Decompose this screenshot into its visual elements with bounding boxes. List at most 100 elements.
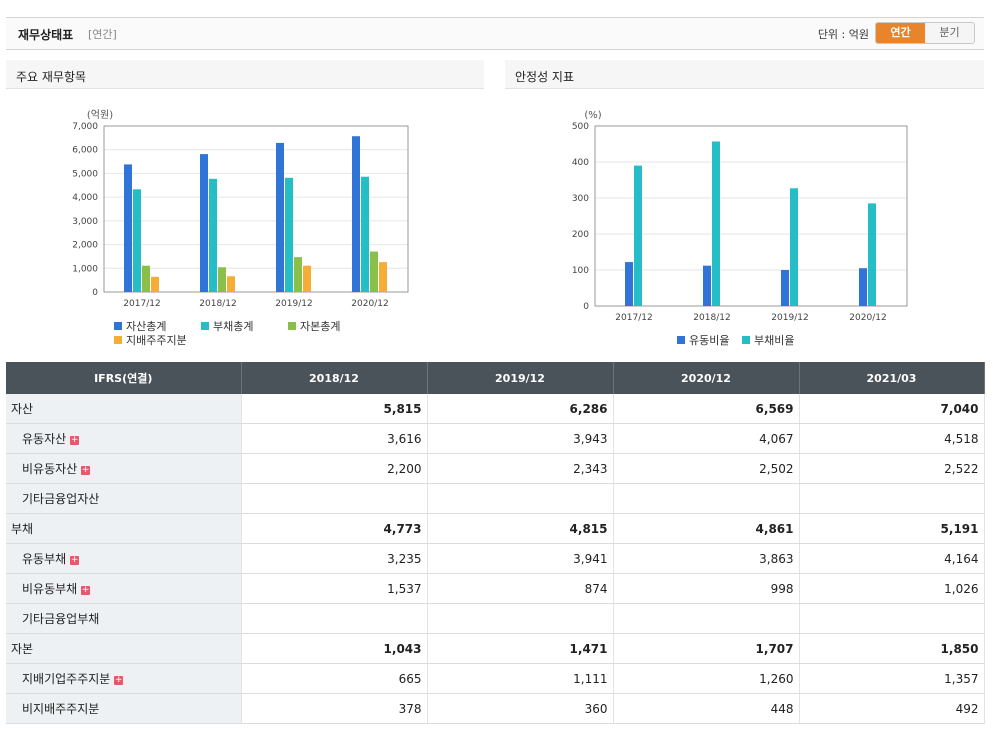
bar-1: [703, 265, 711, 306]
bar-2: [868, 203, 876, 306]
table-row: 유동부채 + 3,235 3,941 3,863 4,164: [6, 543, 985, 574]
expand-icon[interactable]: +: [81, 465, 91, 475]
cell-value: [427, 483, 614, 514]
legend-swatch: [114, 336, 122, 344]
bar-1: [276, 142, 284, 292]
bar-3: [218, 267, 226, 292]
legend-swatch: [288, 322, 296, 330]
cell-value: 1,026: [799, 573, 985, 604]
cell-value: 1,043: [241, 633, 428, 664]
cell-value: 1,357: [799, 663, 985, 694]
cell-value: [799, 483, 985, 514]
cell-value: 3,943: [427, 423, 614, 454]
x-tick-label: 2020/12: [351, 299, 388, 309]
statement-header: 재무상태표 [연간] 단위 : 억원 연간 분기: [6, 17, 984, 50]
cell-value: 6,569: [613, 394, 800, 424]
period-header: 2021/03: [799, 362, 985, 394]
table-row: 지배기업주주지분 + 665 1,111 1,260 1,357: [6, 663, 985, 694]
cell-value: 2,200: [241, 453, 428, 484]
annual-toggle-button[interactable]: 연간: [876, 23, 925, 43]
row-label-cell: 지배기업주주지분 +: [6, 663, 242, 694]
row-label-cell: 유동부채 +: [6, 543, 242, 574]
corner-header: IFRS(연결): [6, 362, 242, 394]
expand-icon[interactable]: +: [70, 435, 80, 445]
cell-value: 874: [427, 573, 614, 604]
cell-value: [241, 483, 428, 514]
row-label-cell: 비유동부채 +: [6, 573, 242, 604]
cell-value: 2,343: [427, 453, 614, 484]
row-label-cell: 유동자산 +: [6, 423, 242, 454]
table-row: 비유동부채 + 1,537 874 998 1,026: [6, 573, 985, 604]
cell-value: 1,850: [799, 633, 985, 664]
row-label: 유동자산: [22, 432, 67, 446]
y-tick-label: 3,000: [72, 217, 98, 227]
table-row: 비유동자산 + 2,200 2,343 2,502 2,522: [6, 453, 985, 484]
main-items-chart: (억원) 0 1,000 2,000 3,000 4,000 5,000 6,000 7,000…: [72, 109, 409, 347]
y-tick-label: 1,000: [72, 264, 98, 274]
cell-value: 1,537: [241, 573, 428, 604]
cell-value: 2,502: [613, 453, 800, 484]
bar-2: [361, 176, 369, 292]
table-row: 비지배주주지분 378 360 448 492: [6, 693, 985, 724]
legend-swatch: [201, 322, 209, 330]
bar-2: [790, 188, 798, 306]
cell-value: 4,861: [613, 513, 800, 544]
y-tick-label: 400: [572, 158, 589, 168]
statement-period-label: [연간]: [88, 28, 117, 41]
expand-icon[interactable]: +: [81, 585, 91, 595]
unit-label: 단위 : 억원: [817, 28, 869, 41]
legend-label: 유동비율: [689, 334, 729, 347]
row-label: 비지배주주지분: [6, 693, 242, 724]
cell-value: 4,164: [799, 543, 985, 574]
row-label: 지배기업주주지분: [22, 672, 111, 686]
x-tick-label: 2019/12: [275, 299, 312, 309]
expand-icon[interactable]: +: [70, 555, 80, 565]
row-label: 부채: [6, 513, 242, 544]
main-items-title: 주요 재무항목: [16, 70, 87, 84]
row-label: 기타금융업자산: [6, 483, 242, 514]
cell-value: 2,522: [799, 453, 985, 484]
legend-swatch: [114, 322, 122, 330]
x-tick-label: 2017/12: [615, 313, 652, 323]
row-label-cell: 비유동자산 +: [6, 453, 242, 484]
table-row: 유동자산 + 3,616 3,943 4,067 4,518: [6, 423, 985, 454]
legend-label: 지배주주지분: [126, 334, 187, 347]
plot-frame: [594, 125, 908, 307]
panel-header: 안정성 지표: [505, 60, 984, 89]
cell-value: 378: [241, 693, 428, 724]
expand-icon[interactable]: +: [114, 675, 124, 685]
quarterly-toggle-button[interactable]: 분기: [939, 26, 960, 39]
legend-label: 부채비율: [754, 334, 794, 347]
legend-label: 자본총계: [300, 320, 340, 333]
stability-title: 안정성 지표: [515, 70, 575, 84]
cell-value: 3,863: [613, 543, 800, 574]
bar-4: [379, 262, 387, 292]
cell-value: 1,471: [427, 633, 614, 664]
cell-value: [427, 603, 614, 634]
bar-1: [124, 164, 132, 292]
bar-2: [634, 165, 642, 306]
cell-value: [799, 603, 985, 634]
y-tick-label: 6,000: [72, 146, 98, 156]
y-tick-label: 300: [572, 194, 589, 204]
cell-value: 1,260: [613, 663, 800, 694]
cell-value: 4,773: [241, 513, 428, 544]
bar-3: [142, 265, 150, 292]
cell-value: 5,191: [799, 513, 985, 544]
bar-1: [352, 136, 360, 292]
cell-value: 1,707: [613, 633, 800, 664]
table-row: 기타금융업자산: [6, 483, 985, 514]
legend-label: 자산총계: [126, 320, 166, 333]
y-tick-label: 5,000: [72, 169, 98, 179]
cell-value: 3,941: [427, 543, 614, 574]
y-tick-label: 0: [92, 288, 98, 298]
bar-4: [151, 276, 159, 292]
row-label: 비유동부채: [22, 582, 78, 596]
bar-2: [285, 177, 293, 292]
bar-2: [209, 178, 217, 292]
cell-value: 998: [613, 573, 800, 604]
bar-2: [133, 189, 141, 292]
y-tick-label: 500: [572, 122, 589, 132]
y-tick-label: 4,000: [72, 193, 98, 203]
table-row: 자산 5,815 6,286 6,569 7,040: [6, 394, 985, 424]
